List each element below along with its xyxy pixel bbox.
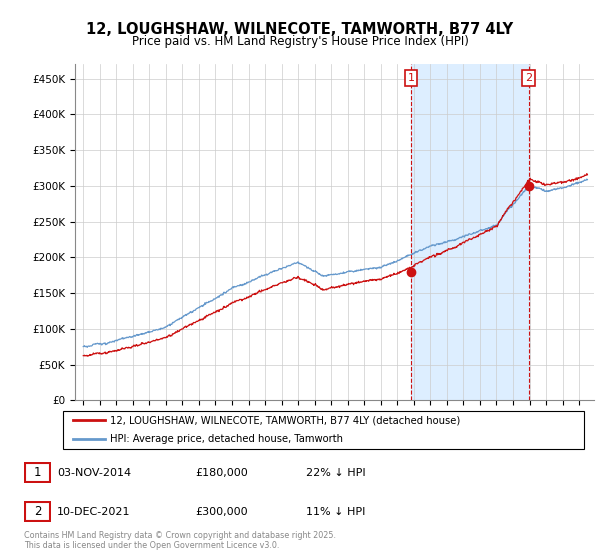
Text: 12, LOUGHSHAW, WILNECOTE, TAMWORTH, B77 4LY (detached house): 12, LOUGHSHAW, WILNECOTE, TAMWORTH, B77 … <box>110 415 460 425</box>
Text: £180,000: £180,000 <box>195 468 248 478</box>
Bar <box>411 64 529 400</box>
Text: 22% ↓ HPI: 22% ↓ HPI <box>306 468 365 478</box>
Text: 2: 2 <box>34 505 41 519</box>
FancyBboxPatch shape <box>25 463 50 482</box>
Text: 11% ↓ HPI: 11% ↓ HPI <box>306 507 365 517</box>
Text: 2: 2 <box>525 73 532 83</box>
FancyBboxPatch shape <box>62 411 584 449</box>
Text: 12, LOUGHSHAW, WILNECOTE, TAMWORTH, B77 4LY: 12, LOUGHSHAW, WILNECOTE, TAMWORTH, B77 … <box>86 22 514 38</box>
Text: 03-NOV-2014: 03-NOV-2014 <box>57 468 131 478</box>
FancyBboxPatch shape <box>25 502 50 521</box>
Text: £300,000: £300,000 <box>195 507 248 517</box>
Text: 1: 1 <box>34 466 41 479</box>
Text: 10-DEC-2021: 10-DEC-2021 <box>57 507 131 517</box>
Text: HPI: Average price, detached house, Tamworth: HPI: Average price, detached house, Tamw… <box>110 435 343 445</box>
Text: Price paid vs. HM Land Registry's House Price Index (HPI): Price paid vs. HM Land Registry's House … <box>131 35 469 48</box>
Text: Contains HM Land Registry data © Crown copyright and database right 2025.
This d: Contains HM Land Registry data © Crown c… <box>24 530 336 550</box>
Text: 1: 1 <box>407 73 415 83</box>
